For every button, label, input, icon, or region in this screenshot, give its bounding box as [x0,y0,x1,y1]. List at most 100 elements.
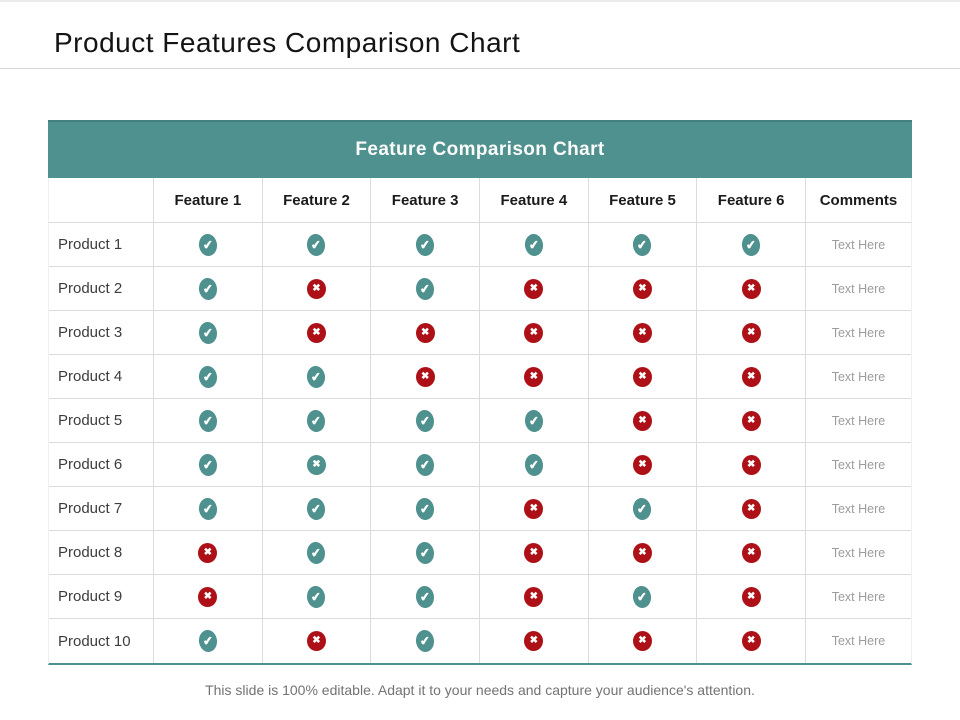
check-icon: ✔ [523,452,544,477]
feature-cell: ✔ [263,531,372,574]
column-header-blank [49,178,154,222]
feature-cell: ✖ [697,399,806,442]
cross-icon: ✖ [524,498,544,519]
table-row: Product 9 ✖ ✔ ✔ ✖ ✔ ✖ Text Here [49,575,911,619]
feature-cell: ✖ [589,619,698,663]
feature-cell: ✖ [697,575,806,618]
comment-text: Text Here [831,634,886,648]
feature-cell: ✖ [697,267,806,310]
feature-cell: ✖ [589,311,698,354]
feature-cell: ✖ [589,355,698,398]
column-header-feature5: Feature 5 [589,178,698,222]
check-icon: ✔ [523,232,544,257]
product-label: Product 2 [49,267,154,310]
page-title: Product Features Comparison Chart [54,27,521,58]
check-icon: ✔ [523,408,544,433]
check-icon: ✔ [197,408,218,433]
feature-cell: ✔ [263,355,372,398]
check-icon: ✔ [306,540,327,565]
cross-icon: ✖ [524,366,544,387]
column-header-comments: Comments [819,191,898,209]
feature-cell: ✖ [263,311,372,354]
cross-icon: ✖ [741,454,761,475]
feature-cell: ✔ [154,487,263,530]
check-icon: ✔ [197,452,218,477]
feature-cell: ✔ [154,311,263,354]
feature-cell: ✖ [154,531,263,574]
feature-cell: ✔ [154,267,263,310]
cross-icon: ✖ [632,631,652,651]
cross-icon: ✖ [741,366,761,387]
comment-text: Text Here [831,237,886,252]
product-label: Product 8 [49,531,154,574]
comment-text: Text Here [831,457,886,472]
cross-icon: ✖ [306,278,326,299]
cross-icon: ✖ [741,498,761,519]
feature-cell: ✔ [154,223,263,266]
comment-text: Text Here [831,545,886,560]
feature-cell: ✔ [371,399,480,442]
table-row: Product 1 ✔ ✔ ✔ ✔ ✔ ✔ Text Here [49,223,911,267]
cross-icon: ✖ [524,322,544,343]
check-icon: ✔ [197,232,218,257]
check-icon: ✔ [415,629,436,653]
cross-icon: ✖ [741,322,761,343]
table-header-row: Feature 1 Feature 2 Feature 3 Feature 4 … [48,178,912,223]
feature-cell: ✖ [480,575,589,618]
feature-cell: ✔ [480,399,589,442]
cross-icon: ✖ [632,278,652,299]
column-header-feature2: Feature 2 [263,178,372,222]
check-icon: ✔ [415,540,436,565]
check-icon: ✔ [415,496,436,521]
check-icon: ✔ [415,584,436,609]
product-label: Product 9 [49,575,154,618]
table-title-bar: Feature Comparison Chart [48,120,912,178]
cross-icon: ✖ [415,322,435,343]
feature-cell: ✔ [263,575,372,618]
feature-cell: ✔ [371,223,480,266]
check-icon: ✔ [741,232,762,257]
check-icon: ✔ [306,408,327,433]
cross-icon: ✖ [306,631,326,651]
product-label: Product 7 [49,487,154,530]
check-icon: ✔ [632,232,653,257]
check-icon: ✔ [415,408,436,433]
check-icon: ✔ [197,276,218,301]
comment-text: Text Here [831,413,886,428]
feature-cell: ✔ [371,575,480,618]
cross-icon: ✖ [415,366,435,387]
cross-icon: ✖ [741,586,761,607]
cross-icon: ✖ [632,410,652,431]
cross-icon: ✖ [306,454,326,475]
cross-icon: ✖ [198,542,218,563]
feature-cell: ✔ [263,223,372,266]
comment-text: Text Here [831,369,886,384]
feature-cell: ✖ [589,531,698,574]
check-icon: ✔ [415,232,436,257]
feature-cell: ✔ [589,575,698,618]
check-icon: ✔ [415,452,436,477]
table-body: Product 1 ✔ ✔ ✔ ✔ ✔ ✔ Text Here Product 2 ✔ ✖ ✔ ✖ ✖ ✖ T… [48,223,912,665]
feature-cell: ✖ [480,355,589,398]
feature-cell: ✖ [480,267,589,310]
cross-icon: ✖ [632,366,652,387]
check-icon: ✔ [306,496,327,521]
table-row: Product 3 ✔ ✖ ✖ ✖ ✖ ✖ Text Here [49,311,911,355]
feature-cell: ✖ [371,311,480,354]
feature-cell: ✔ [589,223,698,266]
feature-cell: ✖ [263,443,372,486]
cross-icon: ✖ [632,454,652,475]
product-label: Product 6 [49,443,154,486]
footer-note: This slide is 100% editable. Adapt it to… [205,682,755,698]
check-icon: ✔ [632,496,653,521]
check-icon: ✔ [197,320,218,345]
feature-cell: ✔ [697,223,806,266]
table-row: Product 4 ✔ ✔ ✖ ✖ ✖ ✖ Text Here [49,355,911,399]
comment-text: Text Here [831,589,886,604]
table-row: Product 7 ✔ ✔ ✔ ✖ ✔ ✖ Text Here [49,487,911,531]
product-label: Product 10 [49,619,154,663]
product-label: Product 5 [49,399,154,442]
feature-cell: ✖ [589,443,698,486]
feature-cell: ✖ [480,619,589,663]
cross-icon: ✖ [524,278,544,299]
